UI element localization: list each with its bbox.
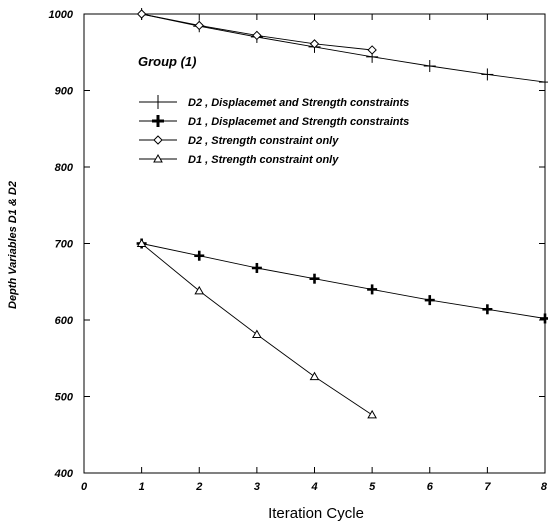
y-tick-label: 800	[55, 162, 74, 174]
legend-marker	[153, 153, 163, 163]
x-tick-label: 1	[139, 481, 145, 493]
data-point	[424, 295, 435, 306]
y-axis-ticks: 400 500 600 700 800 900 1000	[49, 9, 545, 480]
data-point	[482, 304, 493, 315]
x-tick-label: 2	[195, 481, 202, 493]
series-4	[136, 238, 377, 419]
legend-label: D1 , Displacemet and Strength constraint…	[188, 116, 409, 128]
y-tick-label: 500	[55, 392, 74, 404]
data-point	[481, 68, 494, 81]
data-point	[194, 250, 205, 261]
legend: D2 , Displacemet and Strength constraint…	[139, 95, 409, 166]
data-point	[309, 39, 320, 49]
data-point	[367, 284, 378, 295]
series-3	[136, 9, 377, 55]
data-point	[194, 20, 204, 31]
data-point	[367, 409, 377, 419]
legend-marker	[152, 115, 164, 127]
x-axis-ticks: 0 1 2 3 4 5 6 7 8	[81, 14, 548, 493]
data-point	[252, 329, 262, 339]
series-line	[141, 13, 546, 83]
y-tick-label: 1000	[49, 9, 74, 21]
legend-entry-3: D2 , Strength constraint only	[139, 135, 339, 147]
legend-entry-1: D2 , Displacemet and Strength constraint…	[139, 95, 409, 109]
data-point	[423, 60, 436, 73]
group-annotation: Group (1)	[138, 54, 197, 69]
y-axis-title: Depth Variables D1 & D2	[7, 181, 19, 309]
legend-marker	[153, 135, 163, 145]
data-point	[309, 371, 320, 381]
y-tick-label: 600	[55, 315, 74, 327]
x-tick-label: 3	[254, 481, 260, 493]
series-1	[135, 8, 548, 89]
x-tick-label: 5	[369, 481, 376, 493]
plot-frame	[83, 13, 546, 474]
x-tick-label: 0	[81, 481, 88, 493]
data-point	[136, 9, 147, 19]
plot-border	[83, 13, 546, 474]
y-tick-label: 400	[54, 468, 74, 480]
data-point	[539, 76, 548, 89]
legend-label: D2 , Displacemet and Strength constraint…	[188, 97, 409, 109]
data-point	[252, 30, 262, 41]
x-tick-label: 7	[484, 481, 491, 493]
data-point	[367, 45, 377, 55]
x-axis-title: Iteration Cycle	[268, 505, 364, 522]
legend-entry-4: D1 , Strength constraint only	[139, 153, 339, 166]
y-tick-label: 900	[55, 86, 74, 98]
legend-entry-2: D1 , Displacemet and Strength constraint…	[139, 115, 409, 128]
x-tick-label: 6	[427, 481, 434, 493]
x-tick-label: 4	[310, 481, 317, 493]
y-tick-label: 700	[55, 239, 74, 251]
series-line	[141, 243, 546, 319]
data-point	[251, 262, 262, 273]
legend-label: D2 , Strength constraint only	[188, 135, 339, 147]
series-2	[136, 238, 548, 324]
series-layer	[135, 8, 548, 419]
data-point	[194, 285, 205, 295]
data-point	[309, 273, 320, 284]
data-point	[136, 238, 147, 247]
data-point	[540, 313, 548, 324]
legend-label: D1 , Strength constraint only	[188, 154, 339, 166]
x-tick-label: 8	[541, 481, 548, 493]
